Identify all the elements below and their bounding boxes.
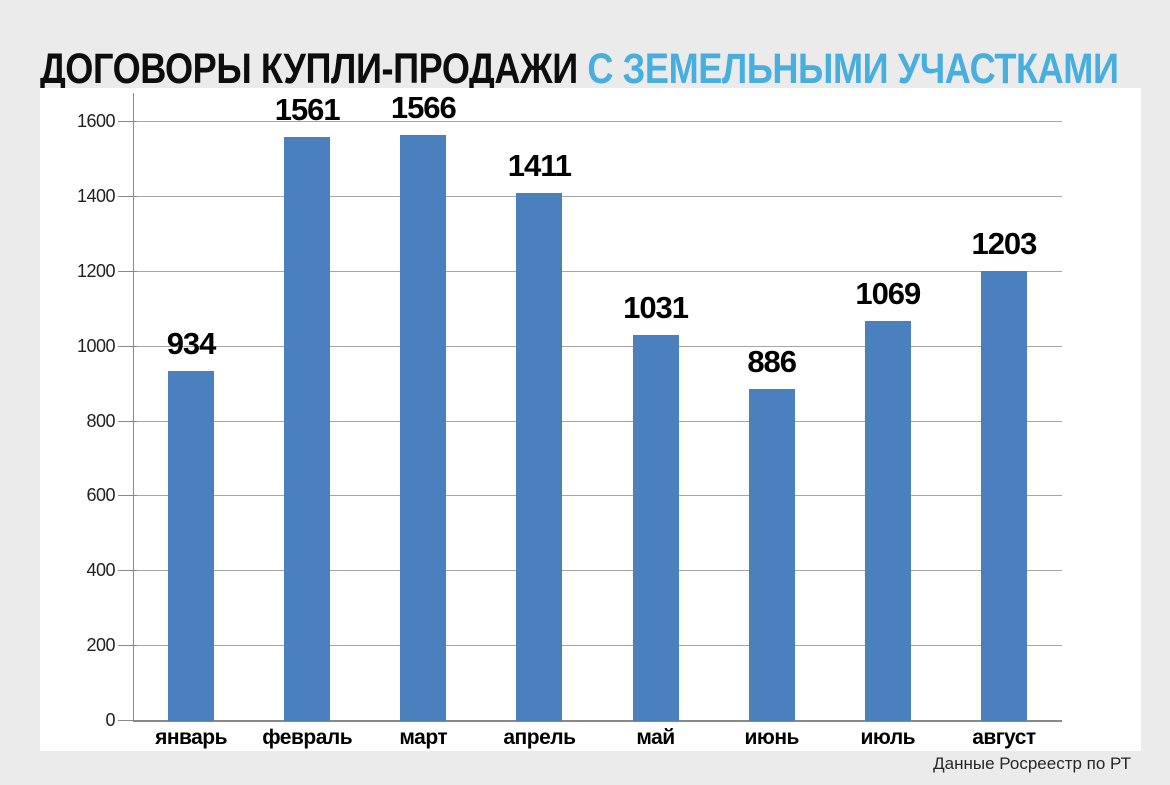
bar-value-label: 1069 <box>855 275 921 311</box>
bar-июнь <box>748 389 795 721</box>
y-tick-label: 800 <box>86 410 115 431</box>
bar-value-label: 1411 <box>507 147 572 183</box>
gridline <box>133 420 1062 422</box>
bar-июль <box>864 320 911 721</box>
y-tick-label: 200 <box>86 635 115 656</box>
bar-январь <box>168 371 215 721</box>
y-tick-label: 1600 <box>76 111 116 131</box>
y-tick-label: 1200 <box>76 260 116 281</box>
bar-август <box>980 270 1027 721</box>
plot-area: 0 200 400 600 800 1000 1200 1400 1600 934 январь 15… <box>77 89 1062 749</box>
gridline <box>133 121 1062 122</box>
bar-value-label: 1031 <box>623 290 689 326</box>
x-axis-line <box>133 720 1062 722</box>
y-tick-label: 0 <box>105 710 115 730</box>
x-category-label: январь <box>155 726 228 749</box>
x-category-label: март <box>399 726 448 749</box>
x-category-label: май <box>636 726 675 749</box>
bar-март <box>400 134 447 721</box>
x-category-label: август <box>972 726 1036 749</box>
bar-май <box>632 335 679 721</box>
y-tick-label: 1400 <box>76 185 116 206</box>
gridline <box>133 345 1062 347</box>
page-title-accent: С ЗЕМЕЛЬНЫМИ УЧАСТКАМИ <box>587 44 1119 93</box>
gridline <box>133 570 1062 572</box>
bar-value-label: 1566 <box>390 89 457 125</box>
y-axis-tick <box>118 570 137 572</box>
y-tick-label: 1000 <box>76 335 116 356</box>
y-axis-tick <box>118 720 137 721</box>
gridline <box>133 495 1062 497</box>
bar-апрель <box>516 192 563 721</box>
y-axis-tick <box>118 195 137 197</box>
bar-февраль <box>284 136 331 721</box>
gridline <box>133 270 1062 272</box>
bar-value-label: 886 <box>747 344 797 380</box>
bar-value-label: 1203 <box>971 225 1037 261</box>
chart-panel: 0 200 400 600 800 1000 1200 1400 1600 934 январь 15… <box>40 88 1141 751</box>
y-axis-tick <box>118 270 137 272</box>
y-axis-line <box>133 93 134 721</box>
gridline <box>133 645 1062 647</box>
y-axis-tick <box>118 495 137 497</box>
y-axis-tick <box>118 645 137 647</box>
x-category-label: апрель <box>503 726 576 749</box>
page-title-primary: ДОГОВОРЫ КУПЛИ-ПРОДАЖИ <box>40 44 578 93</box>
y-axis-tick <box>118 121 137 122</box>
x-category-label: июнь <box>744 726 799 749</box>
y-tick-label: 600 <box>86 485 115 506</box>
y-axis-tick <box>118 345 137 347</box>
x-category-label: февраль <box>262 726 353 749</box>
gridline <box>133 195 1062 197</box>
y-tick-label: 400 <box>86 560 115 581</box>
source-note: Данные Росреестр по РТ <box>933 754 1131 773</box>
page-title: ДОГОВОРЫ КУПЛИ-ПРОДАЖИ С ЗЕМЕЛЬНЫМИ УЧАС… <box>40 43 1119 95</box>
bar-value-label: 1561 <box>274 91 341 127</box>
y-axis-tick <box>118 420 137 422</box>
bar-value-label: 934 <box>166 326 217 362</box>
x-category-label: июль <box>860 726 916 749</box>
